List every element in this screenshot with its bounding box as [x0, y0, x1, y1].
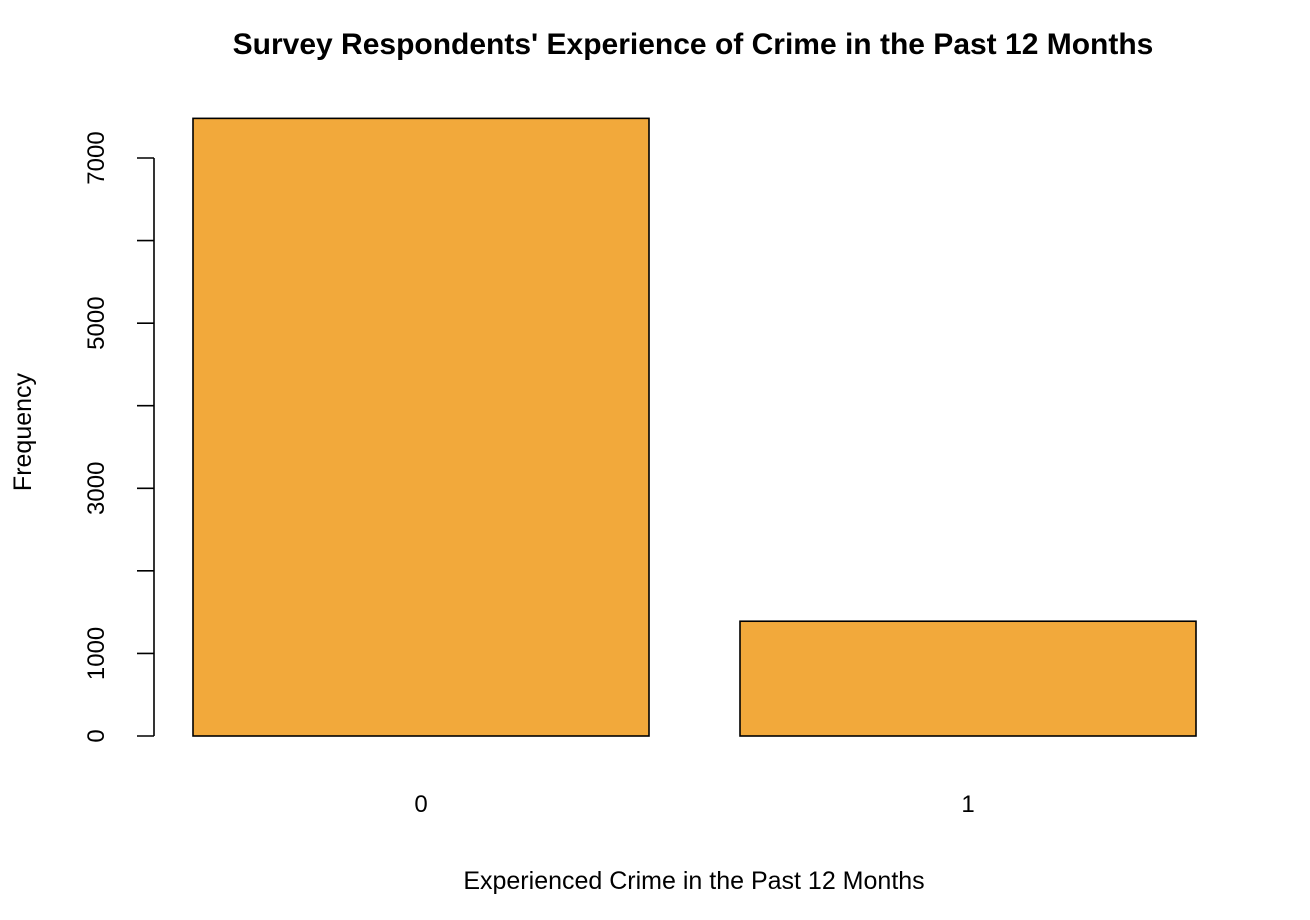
chart-title: Survey Respondents' Experience of Crime …	[233, 28, 1154, 61]
x-tick-label: 1	[961, 791, 974, 818]
x-tick-label: 0	[414, 791, 427, 818]
bar-0	[192, 117, 650, 737]
y-tick-label: 5000	[83, 296, 110, 349]
y-tick-label: 7000	[83, 131, 110, 184]
x-axis-label: Experienced Crime in the Past 12 Months	[463, 867, 924, 895]
y-axis-label: Frequency	[9, 372, 37, 491]
y-tick-label: 0	[83, 729, 110, 742]
bar-1	[739, 620, 1197, 737]
bars-group	[192, 117, 1197, 737]
y-tick-label: 3000	[83, 462, 110, 515]
y-axis: 0 1000 3000 5000 7000	[83, 131, 155, 743]
y-tick-label: 1000	[83, 627, 110, 680]
